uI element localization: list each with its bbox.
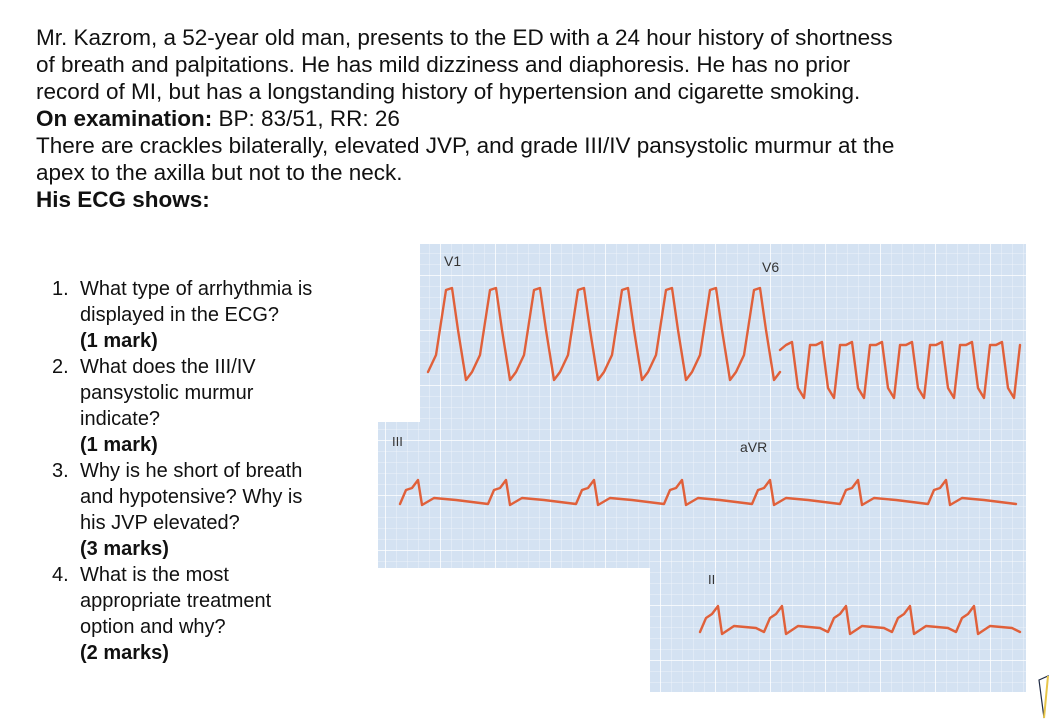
question-body: What is the most appropriate treatment opt… <box>80 562 372 666</box>
question-body: Why is he short of breath and hypotensive… <box>80 458 372 562</box>
lead-label-v1: V1 <box>444 253 461 269</box>
question-text-line: pansystolic murmur <box>80 382 254 404</box>
question-text-line: and hypotensive? Why is <box>80 486 303 508</box>
examination-label: On examination: <box>36 106 213 131</box>
question-marks: (2 marks) <box>80 642 169 664</box>
question-number: 2. <box>52 356 69 378</box>
ecg-trace-iii-avr <box>398 478 1018 507</box>
question-text-line: Why is he short of breath <box>80 460 303 482</box>
question-item: 2. What does the III/IV pansystolic murmur… <box>52 354 372 458</box>
examination-values: BP: 83/51, RR: 26 <box>212 106 400 131</box>
case-line-2: of breath and palpitations. He has mild … <box>36 52 851 77</box>
question-text-line: What does the III/IV <box>80 356 256 378</box>
question-item: 3. Why is he short of breath and hypotensi… <box>52 458 372 562</box>
lead-label-v6: V6 <box>762 259 779 275</box>
question-item: 1. What type of arrhythmia is displayed in… <box>52 276 372 354</box>
question-text-line: indicate? <box>80 408 161 430</box>
corner-mark-icon <box>1038 675 1049 719</box>
ecg-trace-v6 <box>778 340 1022 400</box>
lead-label-ii: II <box>708 572 715 587</box>
lead-label-iii: III <box>392 434 403 449</box>
case-description: Mr. Kazrom, a 52-year old man, presents … <box>36 24 1046 213</box>
question-text-line: displayed in the ECG? <box>80 304 280 326</box>
case-line-1: Mr. Kazrom, a 52-year old man, presents … <box>36 25 893 50</box>
question-marks: (1 mark) <box>80 434 158 456</box>
ecg-heading: His ECG shows: <box>36 186 1046 213</box>
question-text-line: his JVP elevated? <box>80 512 240 534</box>
question-marks: (1 mark) <box>80 330 158 352</box>
question-list: 1. What type of arrhythmia is displayed in… <box>52 276 372 666</box>
case-line-6: apex to the axilla but not to the neck. <box>36 160 403 185</box>
ecg-trace-v1 <box>426 286 782 382</box>
question-body: What type of arrhythmia is displayed in t… <box>80 276 372 354</box>
question-text-line: appropriate treatment <box>80 590 272 612</box>
question-number: 1. <box>52 278 69 300</box>
question-number: 3. <box>52 460 69 482</box>
case-line-5: There are crackles bilaterally, elevated… <box>36 133 895 158</box>
question-number: 4. <box>52 564 69 586</box>
ecg-heading-text: His ECG shows: <box>36 187 210 212</box>
examination-line: On examination: BP: 83/51, RR: 26 <box>36 105 1046 132</box>
question-item: 4. What is the most appropriate treatment o… <box>52 562 372 666</box>
lead-label-avr: aVR <box>740 439 767 455</box>
question-text-line: What type of arrhythmia is <box>80 278 313 300</box>
question-marks: (3 marks) <box>80 538 169 560</box>
ecg-trace-ii <box>698 604 1022 636</box>
question-text-line: option and why? <box>80 616 226 638</box>
question-text-line: What is the most <box>80 564 229 586</box>
question-body: What does the III/IV pansystolic murmur in… <box>80 354 372 458</box>
case-line-3: record of MI, but has a longstanding his… <box>36 79 861 104</box>
